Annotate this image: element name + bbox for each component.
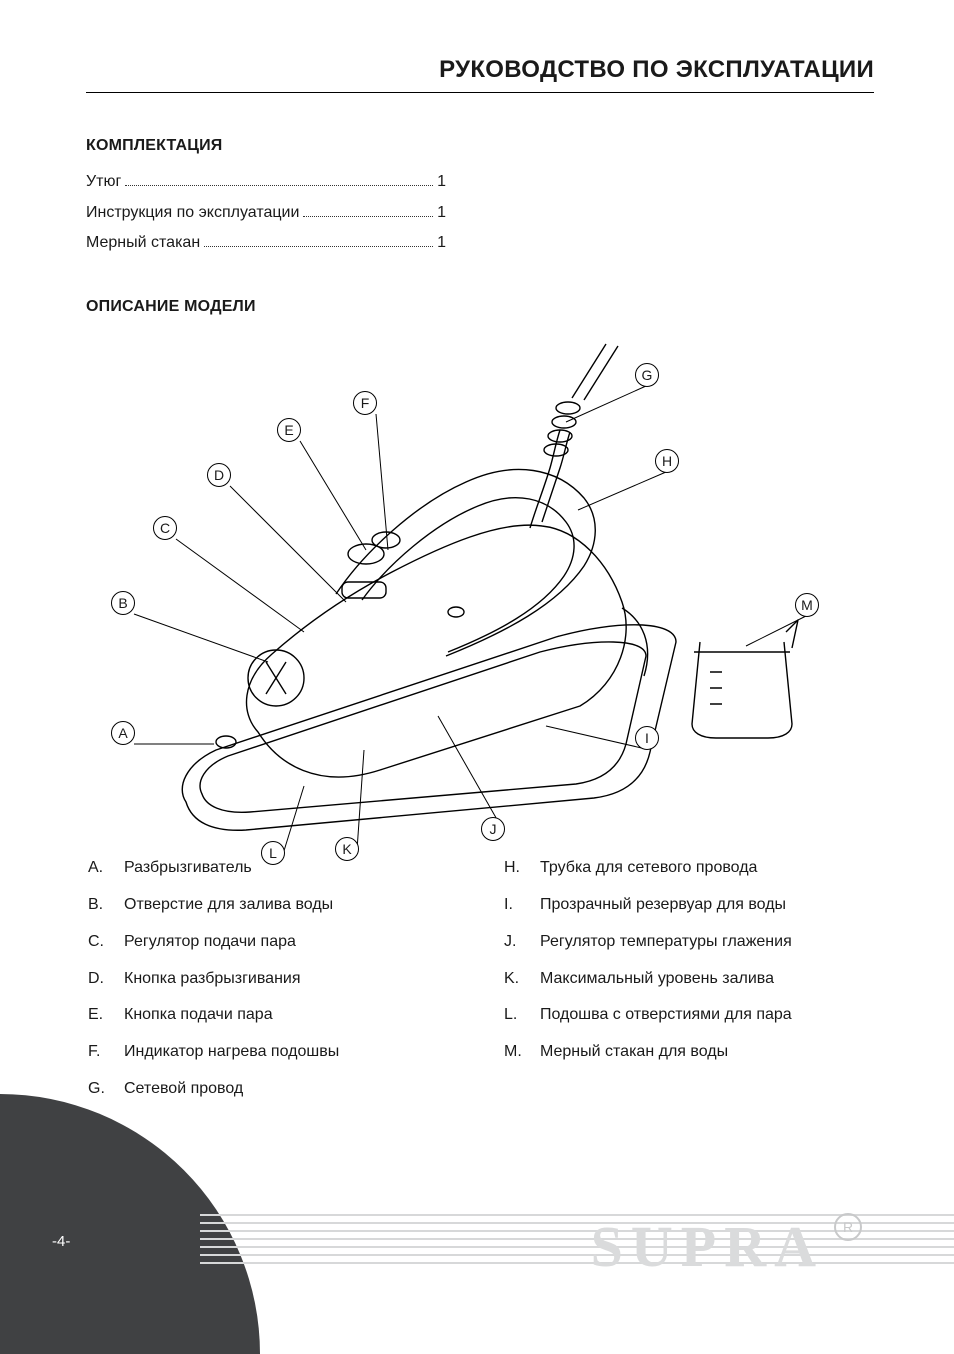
legend-text: Регулятор подачи пара: [124, 932, 296, 953]
page-title: РУКОВОДСТВО ПО ЭКСПЛУАТАЦИИ: [86, 56, 874, 93]
callout-i: I: [635, 726, 659, 750]
leader-dots: [125, 171, 433, 186]
legend-item: D. Кнопка разбрызгивания: [88, 969, 458, 990]
legend-letter: M.: [504, 1042, 526, 1063]
contents-label: Мерный стакан: [86, 234, 200, 252]
callout-c: C: [153, 516, 177, 540]
legend-letter: E.: [88, 1005, 110, 1026]
section-description-title: ОПИСАНИЕ МОДЕЛИ: [86, 298, 874, 316]
callout-h: H: [655, 449, 679, 473]
section-contents-title: КОМПЛЕКТАЦИЯ: [86, 137, 874, 155]
contents-qty: 1: [437, 173, 446, 191]
contents-qty: 1: [437, 204, 446, 222]
legend-letter: K.: [504, 969, 526, 990]
page-number: -4-: [52, 1233, 70, 1250]
contents-qty: 1: [437, 234, 446, 252]
callout-d: D: [207, 463, 231, 487]
callout-a: A: [111, 721, 135, 745]
legend-item: I. Прозрачный резервуар для воды: [504, 895, 874, 916]
legend-text: Индикатор нагрева подошвы: [124, 1042, 339, 1063]
leader-dots: [204, 232, 433, 247]
legend-text: Сетевой провод: [124, 1079, 243, 1100]
legend-item: J. Регулятор температуры глажения: [504, 932, 874, 953]
manual-page: РУКОВОДСТВО ПО ЭКСПЛУАТАЦИИ КОМПЛЕКТАЦИЯ…: [0, 0, 954, 1354]
legend-letter: D.: [88, 969, 110, 990]
legend-text: Кнопка разбрызгивания: [124, 969, 301, 990]
contents-list: Утюг 1 Инструкция по эксплуатации 1 Мерн…: [86, 171, 446, 252]
legend-item: E. Кнопка подачи пара: [88, 1005, 458, 1026]
legend-item: G. Сетевой провод: [88, 1079, 458, 1100]
contents-row: Мерный стакан 1: [86, 232, 446, 252]
callout-f: F: [353, 391, 377, 415]
legend-item: L. Подошва с отверстиями для пара: [504, 1005, 874, 1026]
contents-row: Утюг 1: [86, 171, 446, 191]
legend-letter: B.: [88, 895, 110, 916]
callout-m: M: [795, 593, 819, 617]
legend-letter: L.: [504, 1005, 526, 1026]
legend-text: Регулятор температуры глажения: [540, 932, 792, 953]
iron-diagram: ABCDEFGHIJKLM: [86, 332, 874, 852]
legend-item: M. Мерный стакан для воды: [504, 1042, 874, 1063]
legend-text: Мерный стакан для воды: [540, 1042, 728, 1063]
registered-icon: R: [834, 1213, 862, 1241]
leader-dots: [303, 201, 433, 216]
legend-letter: I.: [504, 895, 526, 916]
legend-item: F. Индикатор нагрева подошвы: [88, 1042, 458, 1063]
legend-text: Подошва с отверстиями для пара: [540, 1005, 792, 1026]
legend-item: B. Отверстие для залива воды: [88, 895, 458, 916]
callout-e: E: [277, 418, 301, 442]
legend-text: Кнопка подачи пара: [124, 1005, 273, 1026]
callout-j: J: [481, 817, 505, 841]
callout-b: B: [111, 591, 135, 615]
legend-item: K. Максимальный уровень залива: [504, 969, 874, 990]
brand-text: SUPRA: [591, 1213, 824, 1280]
legend: A.РазбрызгивательB.Отверстие для залива …: [86, 858, 874, 1116]
legend-item: C. Регулятор подачи пара: [88, 932, 458, 953]
contents-label: Утюг: [86, 173, 121, 191]
legend-text: Прозрачный резервуар для воды: [540, 895, 786, 916]
callout-k: K: [335, 837, 359, 861]
legend-col-1: A.РазбрызгивательB.Отверстие для залива …: [88, 858, 458, 1116]
callout-g: G: [635, 363, 659, 387]
legend-text: Отверстие для залива воды: [124, 895, 333, 916]
legend-text: Максимальный уровень залива: [540, 969, 774, 990]
footer-logo: SUPRA R: [591, 1213, 862, 1280]
legend-letter: G.: [88, 1079, 110, 1100]
legend-letter: F.: [88, 1042, 110, 1063]
contents-label: Инструкция по эксплуатации: [86, 204, 299, 222]
legend-col-2: H.Трубка для сетевого проводаI.Прозрачны…: [504, 858, 874, 1116]
legend-letter: C.: [88, 932, 110, 953]
legend-letter: J.: [504, 932, 526, 953]
callout-l: L: [261, 841, 285, 865]
diagram-svg: [86, 332, 874, 872]
contents-row: Инструкция по эксплуатации 1: [86, 201, 446, 221]
